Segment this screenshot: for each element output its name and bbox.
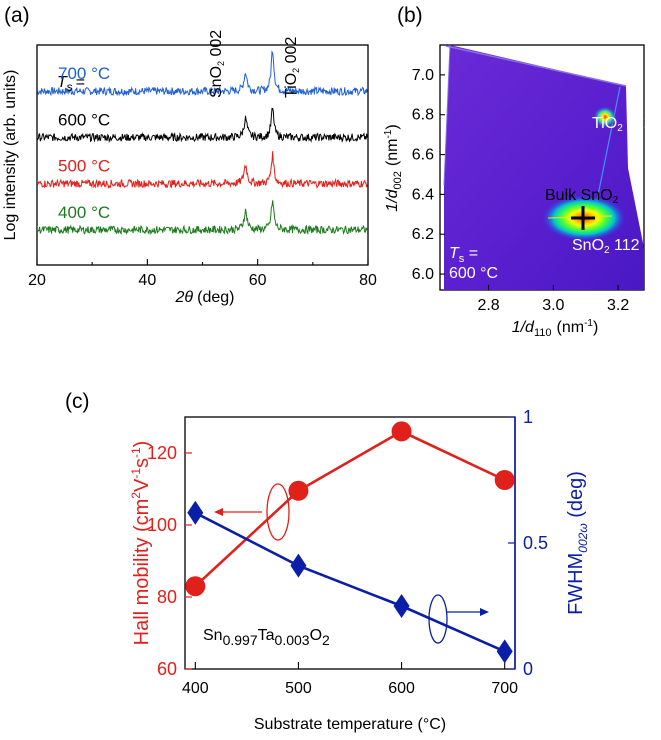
- panel-a-xlabel: 2θ (deg): [175, 289, 235, 306]
- fwhm-axis-indicator: [428, 594, 489, 644]
- panel-b-ytick-label: 6.2: [412, 226, 434, 243]
- panel-b-ts-label: Ts =: [449, 245, 478, 265]
- panel-a-series-labels: 700 °C 600 °C 500 °C 400 °C: [58, 64, 110, 222]
- bulk-sno2-marker: [571, 206, 595, 230]
- panel-a: (a) 20 40 60 80 SnO2 002 TiO2 002 Ts = 700 °…: [2, 4, 377, 306]
- sno2-112-spot-label: SnO2 112: [572, 237, 640, 256]
- fwhm-point: [496, 639, 513, 664]
- panel-a-xtick-label: 40: [138, 272, 156, 289]
- panel-c-xtick-label: 400: [182, 680, 209, 697]
- panel-b-xlabel: 1/d110 (nm-1): [512, 318, 599, 339]
- mobility-axis-label: Hall mobility (cm2V-1s-1): [129, 441, 153, 646]
- panel-a-xtick-label: 20: [28, 272, 46, 289]
- panel-b-ytick-label: 6.0: [412, 266, 434, 283]
- panel-b-ytick-label: 6.6: [412, 147, 434, 164]
- panel-c-xlabel: Substrate temperature (°C): [254, 716, 446, 733]
- mobility-line: [194, 429, 506, 588]
- tio2-112-spot-label: TiO2 112: [592, 115, 653, 134]
- panel-c-xtick-label: 700: [491, 680, 518, 697]
- panel-a-xtick-label: 60: [249, 272, 267, 289]
- right-ytick-label: 0.5: [523, 533, 548, 553]
- fwhm-line: [194, 511, 506, 653]
- mobility-point: [185, 576, 206, 597]
- panel-c-label: (c): [65, 390, 90, 413]
- bulk-sno2-label: Bulk SnO2: [545, 187, 619, 206]
- panel-b-ytick-label: 7.0: [412, 67, 434, 84]
- fwhm-axis-label: FWHM002ω (deg): [565, 471, 590, 615]
- mobility-axis-indicator: [214, 483, 290, 541]
- formula-label: Sn0.997Ta0.003O2: [203, 627, 330, 648]
- panel-a-label: (a): [4, 4, 30, 27]
- left-ytick-label: 120: [147, 443, 177, 463]
- tio2-002-peak-label: TiO2 002: [283, 37, 301, 98]
- panel-b-ytick-label: 6.4: [412, 186, 434, 203]
- panel-a-xtick-label: 80: [359, 272, 377, 289]
- panel-a-ticks: 20 40 60 80: [28, 259, 377, 289]
- left-ytick-label: 100: [147, 515, 177, 535]
- panel-b-ylabel: 1/d002(nm-1): [383, 124, 404, 211]
- series-label-2: 500 °C: [58, 157, 110, 176]
- panel-a-ylabel: Log intensity (arb. units): [2, 70, 19, 241]
- xrd-trace-1: [37, 107, 368, 144]
- panel-a-traces: [37, 50, 368, 236]
- panel-c-xtick-label: 600: [388, 680, 415, 697]
- panel-c-series: [185, 421, 515, 664]
- sno2-002-peak-label: SnO2 002: [208, 30, 226, 98]
- mobility-point: [494, 470, 515, 490]
- rsm-streak: [595, 86, 621, 206]
- panel-b-ticks: 2.8 3.0 3.2 6.0 6.2 6.4 6.6 6.8 7.0: [412, 67, 630, 314]
- fwhm-point: [393, 594, 410, 618]
- panel-b-xtick-label: 3.2: [607, 297, 629, 314]
- xrd-trace-3: [37, 200, 368, 236]
- rsm-edge-left: [443, 45, 451, 186]
- right-ytick-label: 1: [523, 407, 533, 427]
- xrd-trace-0: [37, 50, 368, 97]
- mobility-point: [391, 421, 412, 442]
- right-ytick-label: 0: [523, 659, 533, 679]
- panel-c: (c) 400 500 600 700 60 80 100 120 0 0.5 1 Sn0.997T…: [65, 390, 590, 733]
- fwhm-point: [290, 553, 307, 578]
- panel-b-xtick-label: 3.0: [542, 297, 564, 314]
- panel-c-ticks: 400 500 600 700 60 80 100 120 0 0.5 1: [147, 407, 548, 697]
- rsm-map: [443, 45, 644, 290]
- panel-b: (b) 2.8 3.0 3.2 6.0 6.2 6.4 6.6 6.8 7.0 TiO2 112…: [383, 4, 653, 339]
- panel-b-label: (b): [397, 4, 423, 27]
- mobility-point: [288, 480, 309, 501]
- xrd-trace-2: [37, 151, 368, 189]
- panel-b-ytick-label: 6.8: [412, 107, 434, 124]
- rsm-edge-top: [445, 45, 627, 87]
- ts-label: Ts =: [57, 74, 85, 94]
- series-label-0: 700 °C: [58, 64, 110, 83]
- left-ytick-label: 60: [157, 659, 177, 679]
- series-label-1: 600 °C: [58, 110, 110, 129]
- panel-b-xtick-label: 2.8: [477, 297, 499, 314]
- panel-b-ts-value: 600 °C: [449, 265, 498, 282]
- panel-c-xtick-label: 500: [285, 680, 312, 697]
- fwhm-point: [187, 500, 204, 525]
- left-ytick-label: 80: [157, 587, 177, 607]
- tio2-112-spot: [593, 106, 617, 128]
- series-label-3: 400 °C: [58, 203, 110, 222]
